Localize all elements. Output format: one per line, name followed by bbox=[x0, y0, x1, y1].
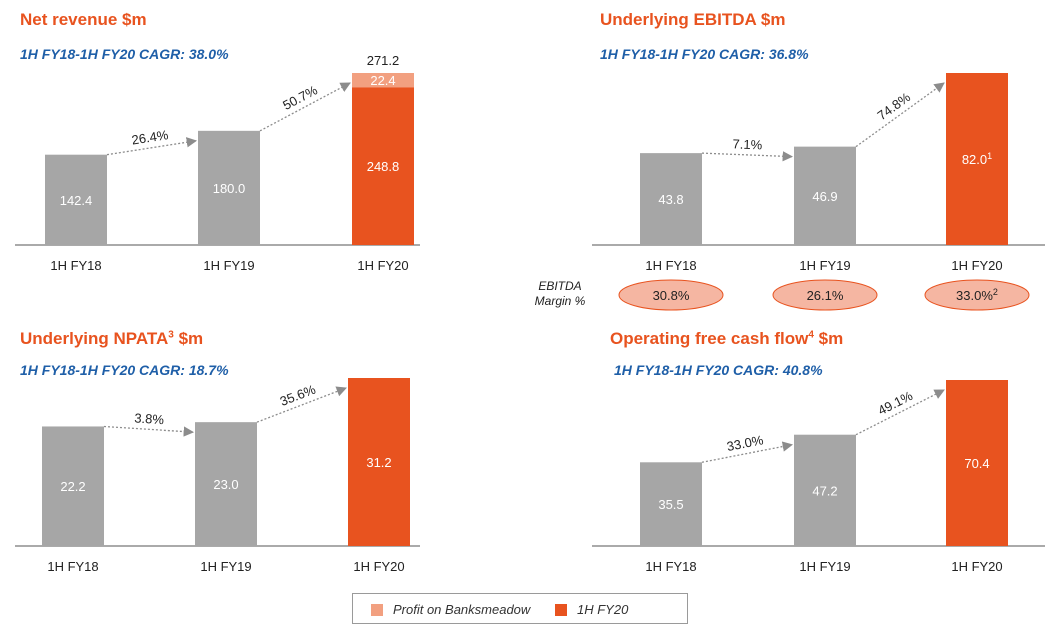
revenue-total-label: 271.2 bbox=[367, 53, 400, 68]
ebitda-value-label-1: 46.9 bbox=[812, 189, 837, 204]
npata-growth-arrow-0 bbox=[103, 425, 195, 437]
ofcf-growth-label-1: 49.1% bbox=[875, 388, 915, 418]
ofcf-category-label-2: 1H FY20 bbox=[951, 559, 1002, 574]
revenue-bar-1 bbox=[198, 130, 260, 245]
ebitda-bar-0 bbox=[640, 153, 702, 245]
legend-item-banksmeadow: Profit on Banksmeadow bbox=[371, 602, 530, 617]
ofcf-growth-label-0: 33.0% bbox=[725, 432, 764, 454]
legend-label-banksmeadow: Profit on Banksmeadow bbox=[393, 602, 531, 617]
revenue-growth-arrow-1 bbox=[259, 82, 351, 132]
ebitda-margin-value-2: 33.0%2 bbox=[956, 287, 998, 303]
npata-category-label-0: 1H FY18 bbox=[47, 559, 98, 574]
ebitda-value-label-0: 43.8 bbox=[658, 192, 683, 207]
revenue-category-label-2: 1H FY20 bbox=[357, 258, 408, 273]
ebitda-margin-label: EBITDA Margin % bbox=[534, 279, 586, 308]
ebitda-category-label-2: 1H FY20 bbox=[951, 258, 1002, 273]
npata-growth-label-1: 35.6% bbox=[278, 382, 318, 409]
revenue-value-label-2: 248.8 bbox=[367, 159, 400, 174]
ofcf-title: Operating free cash flow4 $m bbox=[610, 329, 844, 348]
revenue-category-label-1: 1H FY19 bbox=[203, 258, 254, 273]
ofcf-growth-arrow-0 bbox=[701, 441, 794, 463]
revenue-category-label-0: 1H FY18 bbox=[50, 258, 101, 273]
ebitda-margin-value-0: 30.8% bbox=[653, 288, 690, 303]
ebitda-cagr: 1H FY18-1H FY20 CAGR: 36.8% bbox=[600, 46, 809, 62]
ebitda-margin-ellipse-0 bbox=[618, 279, 724, 311]
ebitda-category-label-1: 1H FY19 bbox=[799, 258, 850, 273]
ebitda-bar-2 bbox=[946, 73, 1008, 245]
ofcf-cagr: 1H FY18-1H FY20 CAGR: 40.8% bbox=[614, 362, 823, 378]
revenue-value-label-1: 180.0 bbox=[213, 181, 246, 196]
ofcf-growth-arrow-1 bbox=[855, 389, 945, 436]
ebitda-growth-label-0: 7.1% bbox=[732, 136, 763, 152]
npata-value-label-1: 23.0 bbox=[213, 477, 238, 492]
npata-category-label-2: 1H FY20 bbox=[353, 559, 404, 574]
ofcf-bar-0 bbox=[640, 462, 702, 546]
revenue-stack-label-2: 22.4 bbox=[370, 73, 395, 88]
npata-bar-0 bbox=[42, 426, 104, 546]
ebitda-margin-ellipse-2 bbox=[924, 279, 1030, 311]
revenue-bar-0 bbox=[45, 154, 107, 245]
ofcf-value-label-2: 70.4 bbox=[964, 456, 989, 471]
revenue-stack-bar-2 bbox=[352, 73, 414, 88]
npata-bar-1 bbox=[195, 422, 257, 546]
net-revenue-cagr: 1H FY18-1H FY20 CAGR: 38.0% bbox=[20, 46, 229, 62]
ofcf-footnote: 4 bbox=[808, 329, 814, 341]
legend-swatch-banksmeadow bbox=[371, 603, 383, 616]
ebitda-margin-value-1: 26.1% bbox=[807, 288, 844, 303]
legend-label-1hfy20: 1H FY20 bbox=[577, 602, 629, 617]
ebitda-value-label-2: 82.01 bbox=[962, 151, 992, 167]
revenue-growth-label-1: 50.7% bbox=[280, 82, 320, 113]
npata-value-label-2: 31.2 bbox=[366, 455, 391, 470]
ebitda-margin-ellipse-1 bbox=[772, 279, 878, 311]
ofcf-category-label-1: 1H FY19 bbox=[799, 559, 850, 574]
npata-value-label-0: 22.2 bbox=[60, 479, 85, 494]
ebitda-growth-label-1: 74.8% bbox=[875, 89, 914, 123]
ofcf-bar-1 bbox=[794, 434, 856, 546]
ofcf-category-label-0: 1H FY18 bbox=[645, 559, 696, 574]
revenue-value-label-0: 142.4 bbox=[60, 193, 93, 208]
npata-growth-label-0: 3.8% bbox=[134, 410, 165, 427]
revenue-growth-arrow-0 bbox=[106, 137, 198, 156]
npata-title: Underlying NPATA3 $m bbox=[20, 329, 204, 348]
ebitda-bar-1 bbox=[794, 146, 856, 245]
revenue-growth-label-0: 26.4% bbox=[131, 127, 170, 148]
legend-item-1hfy20: 1H FY20 bbox=[555, 602, 628, 617]
ebitda-title: Underlying EBITDA $m bbox=[600, 10, 786, 29]
ofcf-value-label-0: 35.5 bbox=[658, 497, 683, 512]
net-revenue-title: Net revenue $m bbox=[20, 10, 147, 29]
ebitda-growth-arrow-0 bbox=[701, 151, 794, 162]
npata-cagr: 1H FY18-1H FY20 CAGR: 18.7% bbox=[20, 362, 229, 378]
legend: Profit on Banksmeadow 1H FY20 bbox=[352, 593, 688, 624]
npata-bar-2 bbox=[348, 378, 410, 546]
ebitda-category-label-0: 1H FY18 bbox=[645, 258, 696, 273]
revenue-bar-2 bbox=[352, 87, 414, 246]
npata-footnote: 3 bbox=[168, 329, 174, 341]
ofcf-value-label-1: 47.2 bbox=[812, 483, 837, 498]
legend-swatch-1hfy20 bbox=[555, 603, 567, 616]
npata-category-label-1: 1H FY19 bbox=[200, 559, 251, 574]
ofcf-bar-2 bbox=[946, 380, 1008, 546]
